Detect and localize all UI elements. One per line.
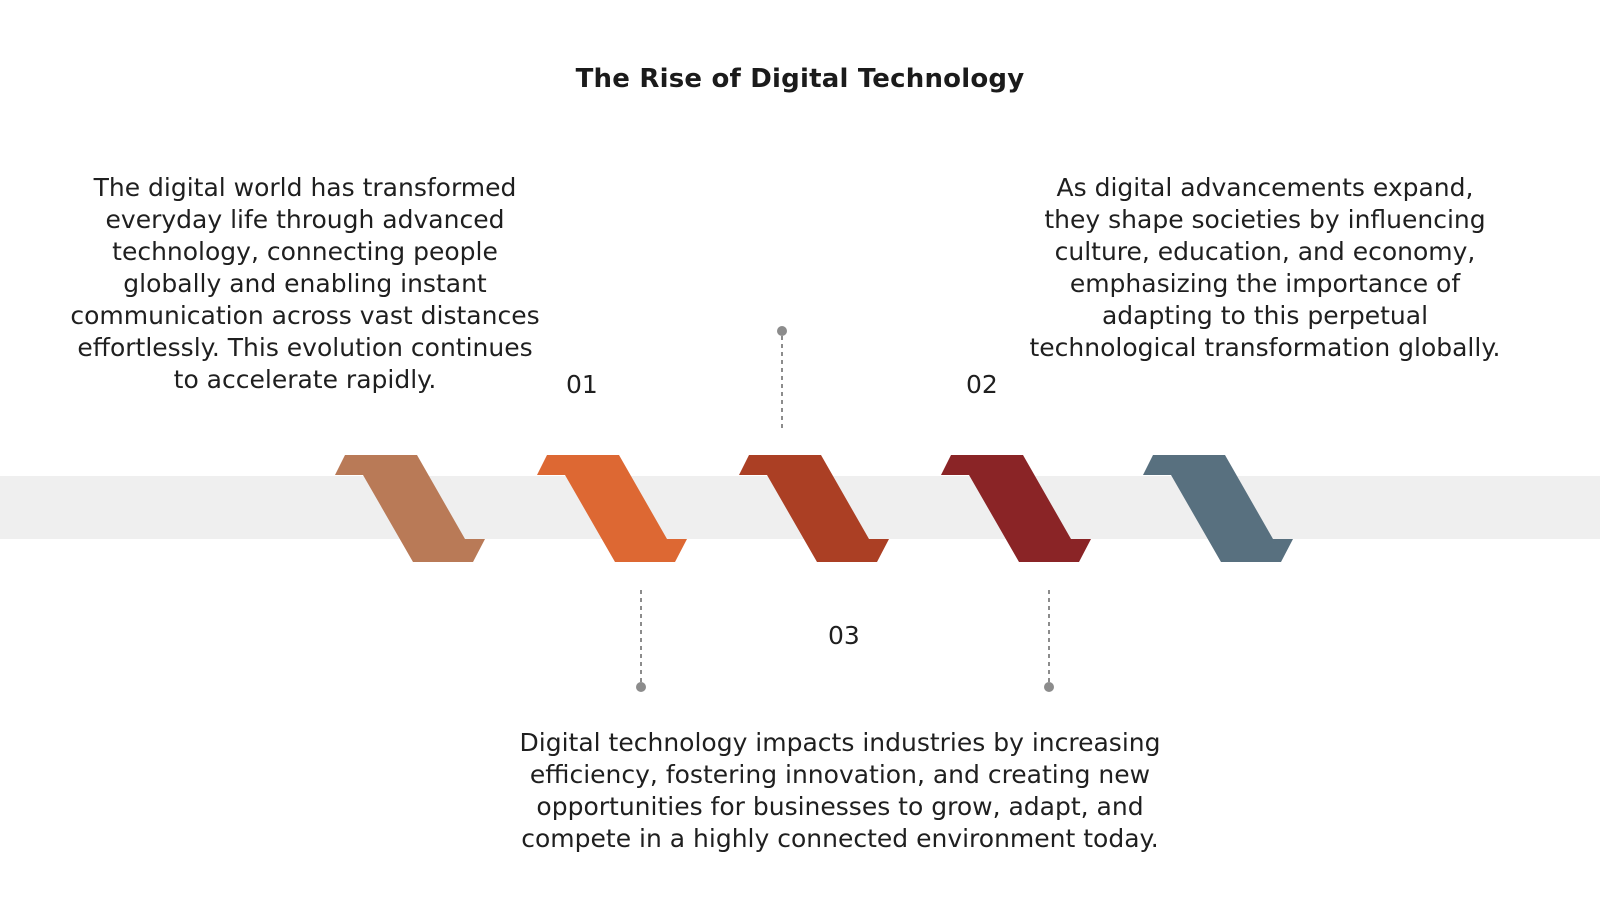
chevron-1-fill [335, 455, 485, 562]
chevron-3-fill [739, 455, 889, 562]
connector-bottom-right [1044, 590, 1054, 692]
step-number-01: 01 [566, 370, 598, 399]
chevron-shape-4 [941, 455, 1091, 562]
step-03-text: Digital technology impacts industries by… [519, 728, 1161, 853]
chevron-shape-1 [335, 455, 485, 562]
chevron-2-fill [537, 455, 687, 562]
step-02-text: As digital advancements expand, they sha… [1029, 173, 1501, 362]
chevron-shape-2 [537, 455, 687, 562]
connector-bottom-left [636, 590, 646, 692]
chevron-4-fill [941, 455, 1091, 562]
connector-bottom-right-dot [1044, 682, 1054, 692]
connector-bottom-left-dot [636, 682, 646, 692]
step-number-03: 03 [828, 621, 860, 650]
chevron-shape-3 [739, 455, 889, 562]
connector-top-dot [777, 326, 787, 336]
step-01-text: The digital world has transformed everyd… [70, 173, 540, 394]
chevron-shape-5 [1143, 455, 1293, 562]
connector-top [777, 326, 787, 431]
chevron-5-fill [1143, 455, 1293, 562]
slide-title: The Rise of Digital Technology [575, 64, 1025, 94]
step-number-02: 02 [966, 370, 998, 399]
